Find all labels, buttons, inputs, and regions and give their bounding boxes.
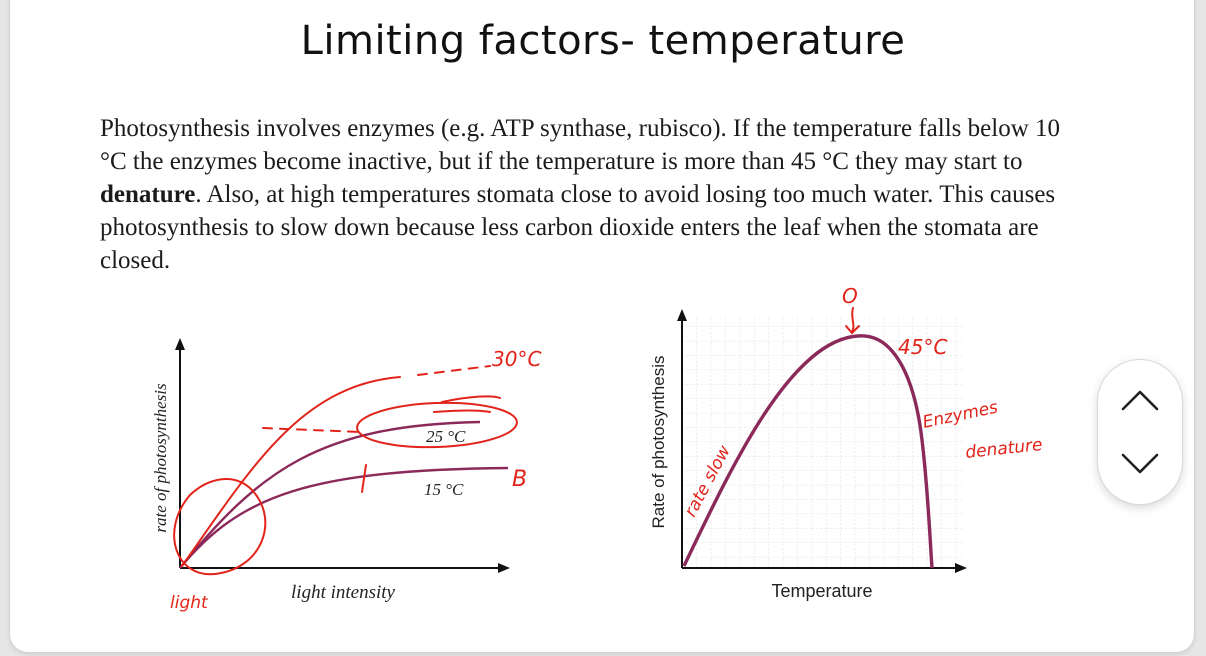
label-25c: 25 °C [426, 427, 466, 446]
right-grid [682, 316, 964, 568]
left-xlabel: light intensity [291, 582, 396, 603]
left-x-axis-arrow [498, 563, 510, 573]
left-ink-annotations [173, 365, 518, 576]
right-y-axis-arrow [677, 309, 687, 321]
ink-dashed-30c [417, 365, 491, 376]
right-graph: Rate of photosynthesis Temperature [649, 309, 967, 601]
label-15c: 15 °C [424, 480, 464, 499]
ink-tick [361, 464, 367, 493]
left-ylabel: rate of photosynthesis [151, 383, 170, 533]
ink-label-30c: 30°C [492, 347, 541, 371]
right-ylabel: Rate of photosynthesis [649, 356, 668, 529]
paragraph-bold-term: denature [100, 181, 196, 208]
curve-25c [179, 420, 481, 569]
slide-card [10, 0, 1194, 652]
right-ink-annotations [845, 307, 860, 335]
ink-ellipse-plateau [356, 401, 518, 449]
curve-15c [179, 466, 509, 569]
chevron-down-icon [1121, 453, 1159, 474]
ink-arrow-to-peak [845, 307, 860, 335]
ink-label-light: light [170, 593, 209, 613]
scroll-up-button[interactable] [1098, 370, 1182, 430]
slide-paragraph: Photosynthesis involves enzymes (e.g. AT… [100, 112, 1060, 277]
ink-dashed-plateau [262, 427, 361, 433]
ink-ellipse-origin [173, 478, 267, 576]
ink-label-B: B [512, 467, 527, 492]
left-graph: rate of photosynthesis light intensity 2… [151, 338, 510, 603]
paragraph-text-end: . Also, at high temperatures stomata clo… [100, 181, 1056, 274]
right-xlabel: Temperature [771, 581, 872, 601]
ink-label-O: O [842, 284, 858, 308]
ink-curve-30c [181, 376, 401, 567]
chevron-up-icon [1121, 390, 1159, 411]
paragraph-text-start: Photosynthesis involves enzymes (e.g. AT… [100, 115, 1060, 175]
ink-line-mid [433, 409, 491, 413]
scroll-down-button[interactable] [1098, 434, 1182, 494]
ink-label-45c: 45°C [898, 335, 947, 359]
ink-label-denature: denature [964, 435, 1043, 463]
slide-title: Limiting factors- temperature [300, 18, 906, 64]
right-x-axis-arrow [955, 563, 967, 573]
left-y-axis-arrow [175, 338, 185, 350]
ink-line-upper [441, 395, 501, 403]
temperature-curve [682, 334, 934, 569]
page-scroll-control [1098, 360, 1182, 504]
